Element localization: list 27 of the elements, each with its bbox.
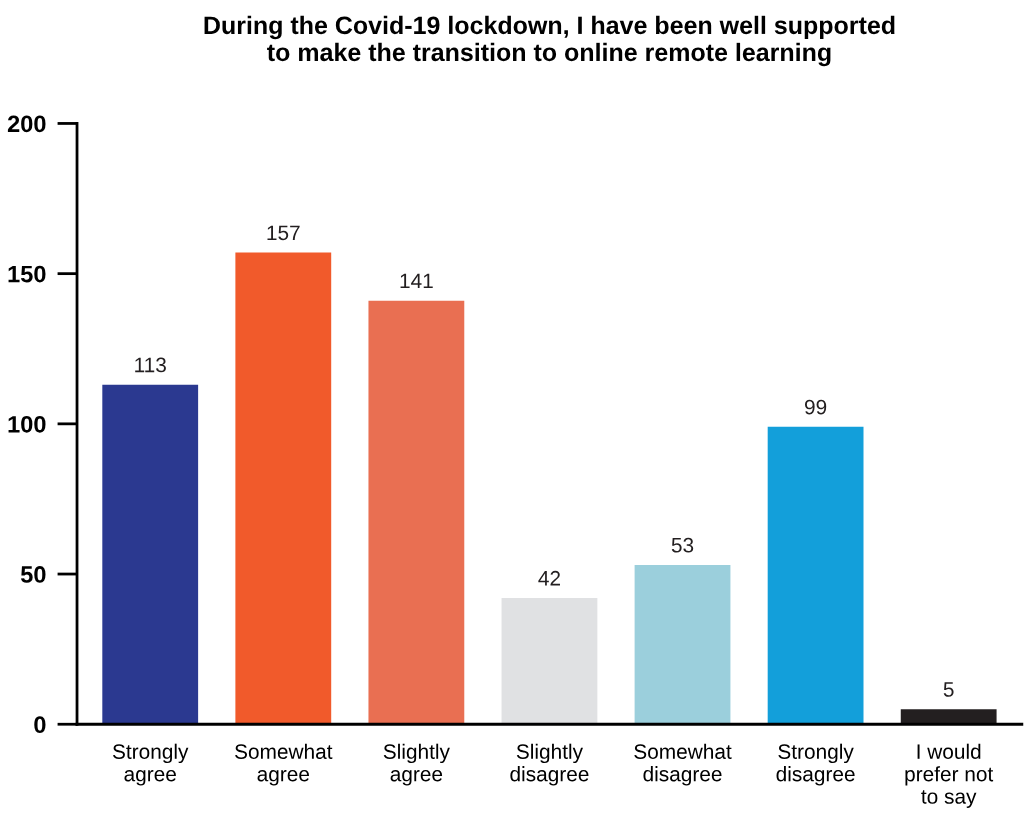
x-tick-label: I would prefer not to say (905, 743, 994, 808)
y-tick-label: 100 (8, 415, 46, 433)
data-label: 113 (135, 357, 166, 373)
bar (102, 384, 199, 725)
x-tick-label: Slightly agree (383, 743, 450, 786)
x-tick-label: Strongly agree (112, 743, 189, 786)
data-label: 42 (538, 570, 560, 586)
bar (501, 598, 598, 725)
bar (235, 252, 332, 725)
y-tick-label: 150 (8, 265, 46, 283)
x-tick-label: Slightly disagree (510, 743, 589, 786)
data-label: 5 (943, 682, 954, 697)
y-tick-label: 200 (7, 115, 46, 133)
data-label: 157 (267, 225, 300, 241)
chart-title: During the Covid-19 lockdown, I have been well supported to make the transition to online remote learning (204, 15, 895, 67)
data-label: 99 (804, 399, 827, 415)
bar (368, 300, 465, 725)
x-tick-label: Strongly disagree (776, 743, 855, 786)
y-tick-label: 0 (34, 716, 46, 734)
data-label: 141 (400, 273, 433, 289)
y-tick-label: 50 (20, 566, 46, 583)
bar (900, 709, 997, 725)
x-tick-label: Somewhat disagree (634, 743, 732, 786)
bar (634, 565, 731, 725)
x-tick-label: Somewhat agree (235, 743, 333, 786)
data-label: 53 (671, 537, 694, 553)
bar (767, 426, 864, 725)
